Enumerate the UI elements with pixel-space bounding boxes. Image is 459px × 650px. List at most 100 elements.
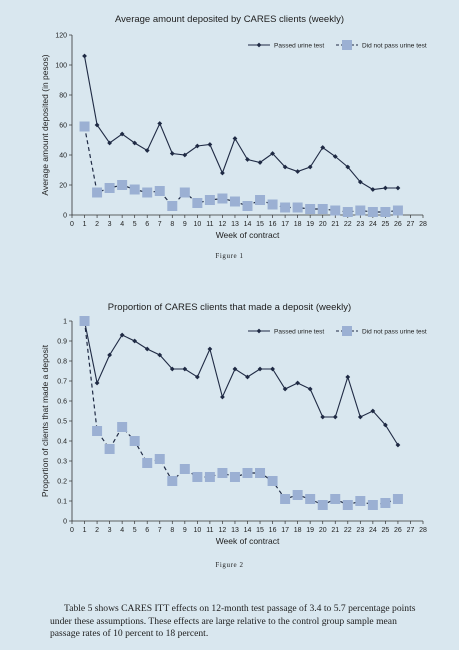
chart2-y-tick-label: 0.7	[57, 379, 67, 386]
chart1-point-passed	[270, 151, 275, 156]
chart1-x-tick-label: 7	[158, 221, 162, 228]
chart1-y-tick-label: 20	[59, 183, 67, 190]
chart1-x-tick-label: 24	[369, 221, 377, 228]
chart2-point-passed	[370, 408, 376, 414]
chart1-y-tick-label: 0	[63, 213, 67, 220]
chart2: 00.10.20.30.40.50.60.70.80.910 1 2 3 4 5 6 7 8 9 1…	[40, 316, 427, 546]
chart2-point-not-passed	[305, 494, 316, 504]
chart2-legend-marker-not-passed	[342, 326, 352, 336]
chart1-x-tick-label: 6	[145, 221, 149, 228]
chart2-point-passed	[232, 366, 238, 372]
chart1-legend-label-passed: Passed urine test	[274, 42, 324, 49]
chart2-point-not-passed	[204, 472, 215, 482]
chart1-x-tick-label: 12	[219, 221, 227, 228]
chart1-point-not-passed	[242, 201, 253, 211]
chart2-x-tick-label: 28	[419, 527, 427, 534]
chart2-point-passed	[307, 386, 313, 392]
chart1-point-passed	[295, 169, 301, 174]
chart2-point-not-passed	[255, 468, 266, 478]
chart1-point-not-passed	[355, 205, 366, 216]
chart1-x-tick-label: 15	[256, 221, 264, 228]
chart2-point-passed	[395, 442, 401, 448]
figure1-label: Figure 1	[215, 252, 244, 260]
chart1-point-not-passed	[305, 204, 316, 214]
chart2-point-not-passed	[242, 468, 253, 478]
chart1-point-passed	[82, 53, 87, 59]
chart2-x-tick-label: 9	[183, 527, 187, 534]
chart2-x-tick-label: 13	[231, 527, 239, 534]
chart2-series-not-passed-line	[83, 320, 399, 506]
chart1-point-not-passed	[392, 205, 403, 216]
chart1-point-not-passed	[204, 195, 215, 205]
chart1-x-tick-label: 14	[244, 221, 252, 228]
chart2-point-not-passed	[92, 426, 103, 436]
chart1-point-passed	[119, 131, 125, 137]
chart2-y-tick-label: 1	[63, 319, 67, 326]
chart2-point-passed	[119, 332, 125, 338]
chart2-y-tick-label: 0.5	[57, 419, 67, 426]
chart2-point-passed	[107, 352, 113, 358]
chart2-x-tick-label: 0	[70, 527, 74, 534]
chart2-point-not-passed	[117, 422, 128, 432]
chart2-x-tick-label: 1	[83, 527, 87, 534]
chart2-legend-label-not-passed: Did not pass urine test	[362, 328, 427, 335]
chart1-x-tick-label: 27	[407, 221, 415, 228]
chart2-point-passed	[94, 380, 100, 386]
chart2-point-not-passed	[317, 500, 328, 510]
chart2-y-tick-label: 0.6	[57, 399, 67, 406]
chart2-x-tick-label: 20	[319, 527, 327, 534]
chart2-x-tick-label: 19	[306, 527, 314, 534]
chart1-legend-label-not-passed: Did not pass urine test	[362, 42, 427, 49]
chart1-x-axis-label: Week of contract	[216, 230, 280, 240]
chart1-point-passed	[382, 185, 388, 191]
chart2-point-not-passed	[79, 316, 90, 326]
chart1-point-passed	[370, 187, 376, 192]
chart2-x-tick-label: 7	[158, 527, 162, 534]
chart1-point-passed	[107, 140, 113, 146]
chart2-point-not-passed	[392, 494, 403, 504]
chart1-x-tick-label: 20	[319, 221, 327, 228]
chart1-point-passed	[207, 142, 213, 147]
chart1-point-not-passed	[167, 201, 178, 211]
chart2-point-passed	[144, 346, 150, 352]
chart2-point-passed	[382, 422, 388, 428]
chart1-x-tick-label: 22	[344, 221, 352, 228]
chart1-point-not-passed	[129, 184, 140, 195]
chart2-y-tick-label: 0.2	[57, 479, 67, 486]
chart1-x-tick-label: 5	[133, 221, 137, 228]
chart1-point-not-passed	[192, 198, 203, 208]
chart2-y-tick-label: 0	[63, 519, 67, 526]
chart2-x-tick-label: 4	[120, 527, 124, 534]
chart2-x-tick-label: 10	[193, 527, 201, 534]
chart1-point-passed	[332, 154, 338, 159]
chart2-x-tick-label: 22	[344, 527, 352, 534]
chart2-point-not-passed	[142, 458, 153, 468]
chart1-series-passed-line	[83, 55, 398, 191]
chart1-point-passed	[169, 151, 175, 156]
chart2-legend-marker-passed	[256, 328, 262, 334]
chart2-x-tick-label: 8	[170, 527, 174, 534]
chart1-point-not-passed	[117, 180, 128, 190]
chart1-point-passed	[132, 140, 138, 146]
chart2-point-passed	[182, 366, 188, 372]
chart1-point-passed	[345, 164, 351, 170]
chart2-x-tick-label: 18	[294, 527, 302, 534]
chart1-point-not-passed	[154, 186, 165, 196]
chart1-y-tick-label: 40	[59, 153, 67, 160]
chart1-point-passed	[232, 136, 238, 141]
chart1-point-not-passed	[142, 187, 153, 198]
chart2-point-not-passed	[192, 472, 203, 482]
chart1-point-passed	[220, 170, 225, 176]
chart2-point-passed	[207, 346, 213, 352]
chart2-point-passed	[157, 352, 163, 358]
chart1-x-tick-label: 26	[394, 221, 402, 228]
chart1-x-tick-label: 8	[170, 221, 174, 228]
chart2-x-tick-label: 12	[219, 527, 227, 534]
chart2-point-not-passed	[267, 476, 278, 486]
chart2-point-passed	[132, 338, 138, 344]
chart2-point-not-passed	[367, 500, 378, 510]
chart2-point-passed	[257, 366, 263, 372]
chart2-point-passed	[357, 414, 363, 420]
